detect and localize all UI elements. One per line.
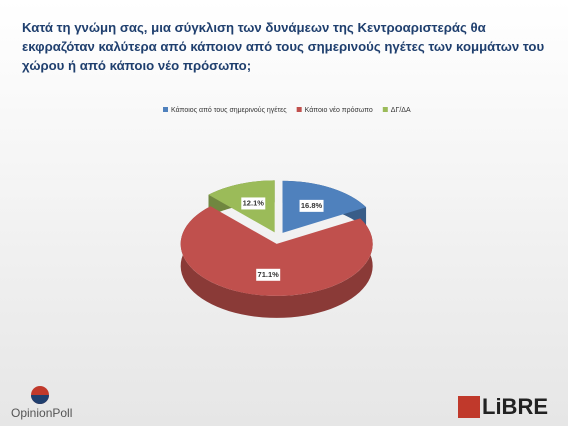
logo-left: OpinionPoll — [11, 406, 72, 420]
data-label: 16.8% — [301, 201, 323, 210]
data-label: 71.1% — [258, 270, 280, 279]
logo-right: LiBRE — [482, 394, 548, 419]
label-box — [299, 199, 324, 212]
label-box — [241, 197, 266, 210]
legend-swatch — [163, 107, 168, 112]
logo-mark — [31, 395, 49, 404]
data-label: 12.1% — [243, 198, 265, 207]
slice — [282, 180, 367, 233]
legend-swatch — [382, 107, 388, 112]
logo-mark — [458, 396, 480, 418]
legend-label: ΔΓ/ΔΑ — [391, 107, 411, 114]
legend-swatch — [296, 107, 302, 112]
label-box — [256, 268, 281, 281]
chart-title: Κατά τη γνώμη σας, μια σύγκλιση των δυνά… — [22, 20, 545, 73]
legend-label: Κάποιος από τους σημερινούς ηγέτες — [171, 106, 287, 114]
slice — [180, 206, 373, 296]
legend-label: Κάποιο νέο πρόσωπο — [305, 106, 373, 114]
slice-side — [180, 206, 373, 318]
